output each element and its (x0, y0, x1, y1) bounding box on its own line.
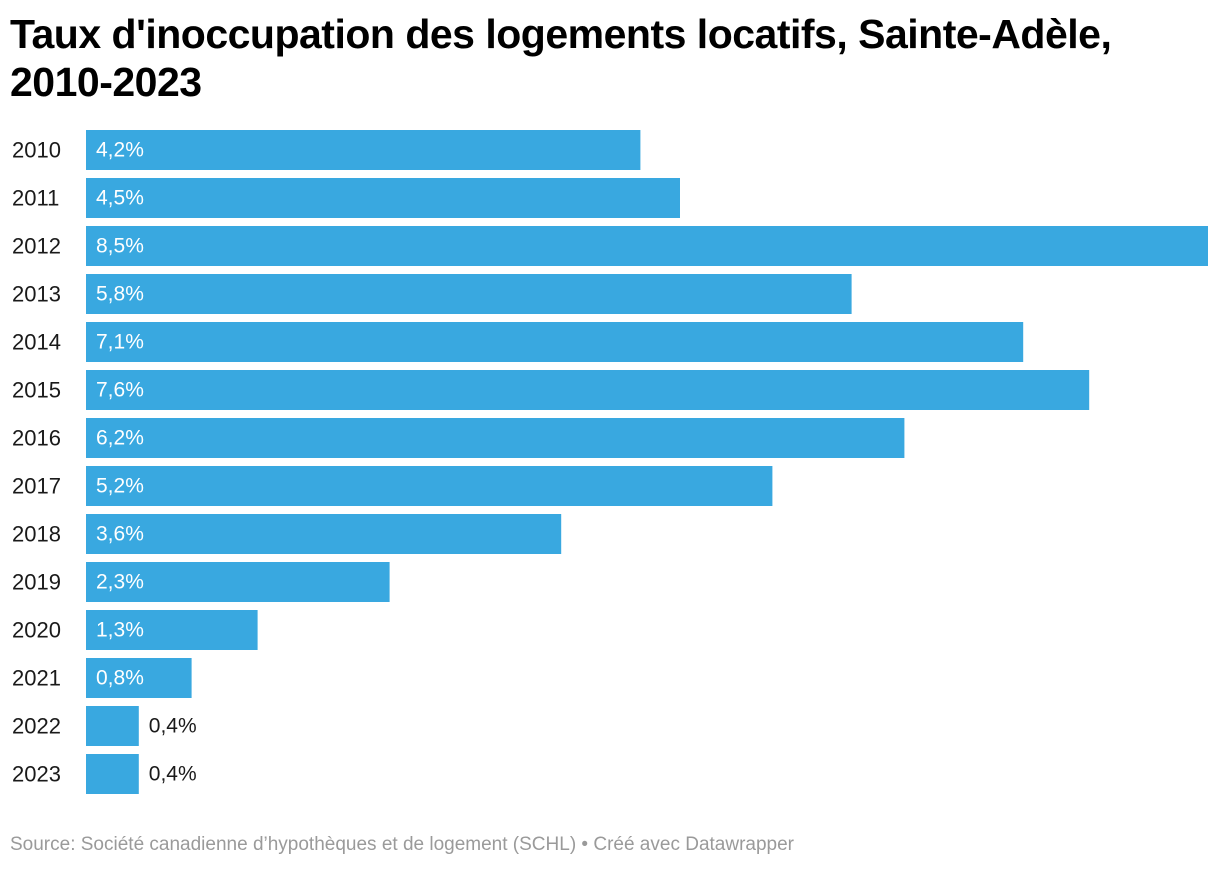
category-label-2021: 2021 (12, 666, 61, 691)
category-label-2016: 2016 (12, 426, 61, 451)
bar-2016 (86, 418, 905, 458)
value-label-2023: 0,4% (149, 763, 197, 786)
category-label-2019: 2019 (12, 570, 61, 595)
value-label-2014: 7,1% (96, 331, 144, 354)
category-label-2015: 2015 (12, 378, 61, 403)
category-label-2010: 2010 (12, 138, 61, 163)
category-label-2011: 2011 (12, 186, 59, 211)
bar-2021 (86, 658, 192, 698)
value-label-2021: 0,8% (96, 667, 144, 690)
bar-2014 (86, 322, 1024, 362)
chart-title: Taux d'inoccupation des logements locati… (10, 11, 1112, 105)
bar-2013 (86, 274, 852, 314)
bar-2020 (86, 610, 258, 650)
bar-2018 (86, 514, 562, 554)
value-label-2020: 1,3% (96, 619, 144, 642)
value-label-2016: 6,2% (96, 427, 144, 450)
category-label-2013: 2013 (12, 282, 61, 307)
bar-2015 (86, 370, 1090, 410)
category-label-2012: 2012 (12, 234, 61, 259)
bar-2022 (86, 706, 139, 746)
bar-2012 (86, 226, 1208, 266)
value-label-2013: 5,8% (96, 283, 144, 306)
category-label-2022: 2022 (12, 714, 61, 739)
category-label-2018: 2018 (12, 522, 61, 547)
source-footer: Source: Société canadienne d’hypothèques… (10, 834, 795, 855)
category-label-2017: 2017 (12, 474, 61, 499)
bar-2023 (86, 754, 139, 794)
category-label-2014: 2014 (12, 330, 61, 355)
value-label-2015: 7,6% (96, 379, 144, 402)
value-label-2017: 5,2% (96, 475, 144, 498)
bar-2011 (86, 178, 680, 218)
value-label-2019: 2,3% (96, 571, 144, 594)
category-label-2020: 2020 (12, 618, 61, 643)
bars-group: 2010 4,2% 2011 4,5% 2012 8,5% 2013 5,8% 2014 7,1%… (12, 130, 1208, 794)
value-label-2012: 8,5% (96, 235, 144, 258)
value-label-2018: 3,6% (96, 523, 144, 546)
bar-2019 (86, 562, 390, 602)
value-label-2011: 4,5% (96, 187, 144, 210)
category-label-2023: 2023 (12, 762, 61, 787)
bar-2010 (86, 130, 641, 170)
value-label-2010: 4,2% (96, 139, 144, 162)
bar-2017 (86, 466, 773, 506)
value-label-2022: 0,4% (149, 715, 197, 738)
